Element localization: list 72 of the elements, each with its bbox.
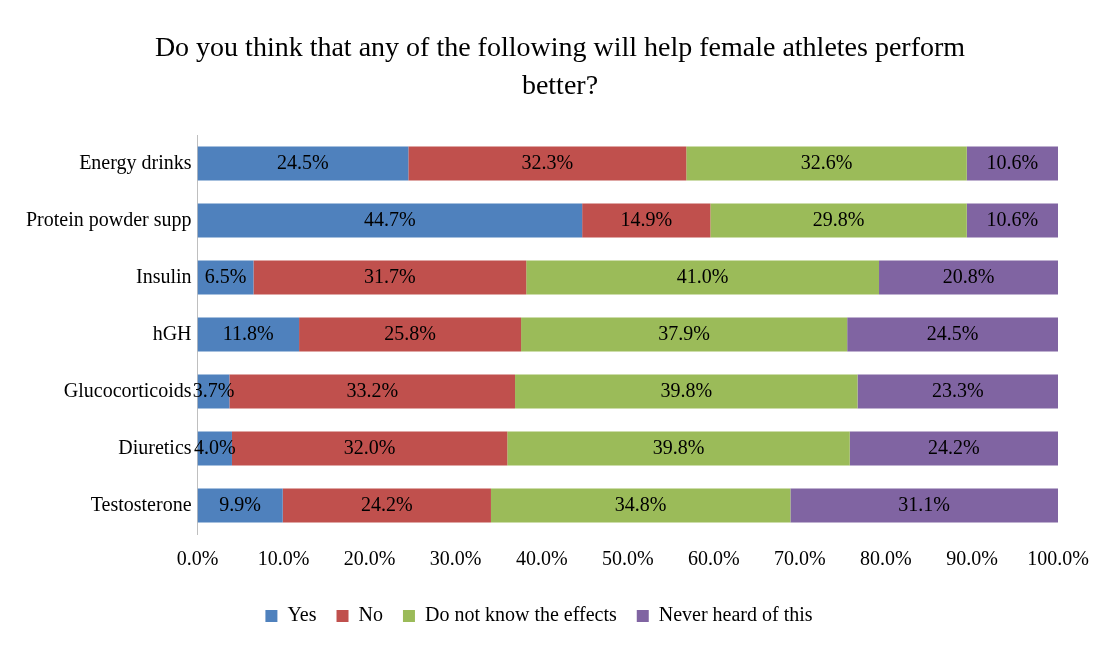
data-label: 24.2% [928, 435, 980, 458]
bar [282, 488, 491, 523]
x-tick-label: 40.0% [515, 547, 568, 570]
bar [490, 488, 791, 523]
data-label: 31.7% [364, 264, 416, 287]
bar [197, 317, 300, 352]
bar [526, 260, 880, 295]
data-label: 33.2% [346, 378, 399, 401]
x-tick-label: 80.0% [860, 547, 912, 570]
data-label: 11.8% [222, 321, 274, 344]
data-label: 34.8% [614, 492, 667, 515]
data-label: 9.9% [219, 492, 261, 515]
data-label: 39.8% [652, 435, 705, 458]
bar [710, 203, 967, 238]
legend-label: Do not know the effects [424, 603, 617, 626]
y-tick-label: Insulin [135, 264, 192, 287]
data-label: 32.3% [521, 150, 574, 173]
bar [515, 374, 858, 409]
bar [849, 431, 1058, 466]
data-label: 10.6% [986, 150, 1039, 173]
bar [299, 317, 522, 352]
bar [790, 488, 1058, 523]
data-label: 23.3% [931, 378, 984, 401]
x-tick-label: 70.0% [774, 547, 826, 570]
data-label: 24.2% [361, 492, 413, 515]
data-label: 25.8% [384, 321, 436, 344]
bar [197, 146, 409, 181]
x-tick-label: 90.0% [946, 547, 998, 570]
legend-label: Yes [287, 603, 317, 626]
bar [686, 146, 967, 181]
data-label: 14.9% [620, 207, 673, 230]
data-label: 29.8% [812, 207, 865, 230]
bar [197, 203, 583, 238]
bar [966, 203, 1058, 238]
x-tick-label: 10.0% [257, 547, 310, 570]
x-tick-label: 60.0% [687, 547, 740, 570]
x-tick-label: 20.0% [343, 547, 396, 570]
data-label: 32.0% [343, 435, 396, 458]
data-label: 44.7% [364, 207, 416, 230]
bar [507, 431, 850, 466]
data-label: 31.1% [898, 492, 951, 515]
y-tick-label: Protein powder supp [25, 207, 192, 231]
x-tick-label: 30.0% [429, 547, 482, 570]
chart-title: Do you think that any of the following will help female athletes perform better? [153, 30, 967, 102]
y-tick-label: Glucocorticoids [63, 378, 192, 401]
x-tick-label: 100.0% [1027, 547, 1089, 570]
bar [197, 488, 283, 523]
data-label: 41.0% [676, 264, 729, 287]
y-tick-label: Diuretics [118, 435, 192, 458]
bar [879, 260, 1058, 295]
bar [253, 260, 527, 295]
y-tick-label: Testosterone [90, 492, 192, 515]
bar [521, 317, 848, 352]
legend-label: Never heard of this [658, 603, 813, 626]
bar [857, 374, 1058, 409]
legend-label: No [358, 603, 383, 626]
y-tick-label: hGH [152, 321, 192, 344]
data-label: 24.5% [926, 321, 979, 344]
bar [966, 146, 1058, 181]
data-label: 6.5% [204, 264, 247, 287]
bar [582, 203, 711, 238]
bar [847, 317, 1058, 352]
data-label: 39.8% [660, 378, 713, 401]
x-tick-label: 0.0% [176, 547, 219, 570]
data-label: 20.8% [942, 264, 995, 287]
data-label: 32.6% [800, 150, 853, 173]
data-label: 24.5% [277, 150, 329, 173]
bar [408, 146, 687, 181]
x-tick-label: 50.0% [601, 547, 654, 570]
data-label: 37.9% [658, 321, 710, 344]
y-tick-label: Energy drinks [79, 150, 192, 174]
data-label: 10.6% [986, 207, 1039, 230]
